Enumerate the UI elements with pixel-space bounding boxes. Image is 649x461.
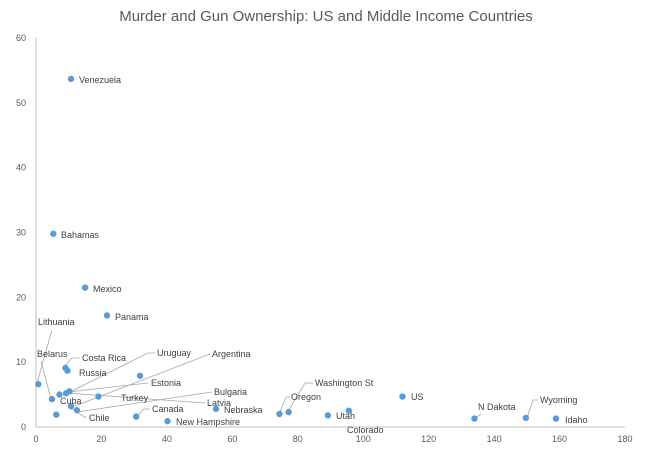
point-bulgaria [53, 411, 60, 418]
point-n-dakota [471, 415, 478, 422]
label-lithuania: Lithuania [38, 317, 75, 327]
y-tick-label: 60 [16, 33, 26, 43]
leader-line-uruguay [67, 352, 155, 394]
leader-line-washington-st [286, 382, 313, 414]
point-idaho [552, 415, 560, 422]
label-mexico: Mexico [93, 284, 122, 294]
leader-line-wyoming [526, 399, 538, 419]
label-nebraska: Nebraska [224, 405, 263, 415]
leader-line-costa-rica [63, 357, 80, 368]
x-tick-label: 60 [227, 434, 237, 444]
label-utah: Utah [336, 411, 355, 421]
leader-line-chile [70, 407, 87, 419]
point-utah [324, 412, 332, 419]
point-nebraska [212, 405, 220, 413]
label-estonia: Estonia [151, 378, 181, 388]
point-cuba [56, 391, 63, 398]
leader-line-bulgaria [76, 391, 213, 413]
label-idaho: Idaho [565, 415, 588, 425]
label-bahamas: Bahamas [61, 230, 100, 240]
label-turkey: Turkey [121, 393, 149, 403]
y-tick-label: 20 [16, 292, 26, 302]
point-turkey [95, 393, 102, 400]
point-uruguay [136, 372, 144, 379]
point-chile [67, 403, 75, 410]
point-lithuania [35, 381, 42, 388]
point-oregon [276, 410, 283, 418]
label-venezuela: Venezuela [79, 75, 121, 85]
label-costa-rica: Costa Rica [82, 353, 126, 363]
point-canada [132, 413, 140, 420]
leader-lines [36, 329, 538, 420]
leader-line-lithuania [36, 329, 53, 384]
point-washington-st [285, 408, 292, 416]
leader-line-oregon [278, 396, 290, 415]
leader-line-canada [135, 408, 150, 418]
point-wyoming [522, 414, 530, 422]
point-estonia [62, 390, 70, 397]
y-tick-label: 40 [16, 163, 26, 173]
x-tick-label: 180 [617, 434, 632, 444]
x-tick-label: 140 [487, 434, 502, 444]
label-us: US [411, 392, 424, 402]
chart-title: Murder and Gun Ownership: US and Middle … [119, 8, 533, 25]
y-axis-ticks: 0 10 20 30 40 50 60 [16, 33, 26, 432]
label-argentina: Argentina [212, 349, 251, 359]
leader-line-latvia [66, 392, 206, 404]
data-points [35, 75, 560, 425]
label-washington-st: Washington St [315, 378, 374, 388]
y-tick-label: 10 [16, 357, 26, 367]
point-belarus [48, 395, 56, 403]
label-belarus: Belarus [37, 349, 68, 359]
label-russia: Russia [79, 368, 107, 378]
label-oregon: Oregon [291, 392, 321, 402]
x-tick-label: 20 [96, 434, 106, 444]
point-us [399, 393, 406, 400]
x-tick-label: 100 [356, 434, 371, 444]
point-latvia [73, 406, 81, 414]
point-labels: Venezuela Bahamas Mexico Panama Lithuania Bel… [37, 75, 588, 435]
x-tick-label: 0 [33, 434, 38, 444]
y-tick-label: 50 [16, 98, 26, 108]
label-latvia: Latvia [207, 398, 231, 408]
label-chile: Chile [89, 413, 110, 423]
label-cuba: Cuba [60, 396, 82, 406]
label-bulgaria: Bulgaria [214, 387, 247, 397]
point-panama [103, 312, 111, 319]
point-venezuela [67, 75, 75, 83]
point-mexico [81, 284, 89, 291]
point-bahamas [50, 230, 57, 237]
x-tick-label: 80 [293, 434, 303, 444]
y-tick-label: 30 [16, 228, 26, 238]
label-colorado: Colorado [347, 425, 384, 435]
point-new-hampshire [164, 417, 171, 425]
x-tick-label: 120 [421, 434, 436, 444]
point-colorado [345, 407, 353, 414]
x-tick-label: 40 [162, 434, 172, 444]
x-tick-label: 160 [552, 434, 567, 444]
x-axis-ticks: 0 20 40 60 80 100 120 140 160 180 [33, 434, 632, 444]
label-panama: Panama [115, 312, 149, 322]
label-new-hampshire: New Hampshire [176, 417, 240, 427]
point-russia [64, 367, 71, 374]
leader-line-belarus [40, 360, 52, 400]
label-canada: Canada [152, 404, 184, 414]
label-uruguay: Uruguay [157, 348, 192, 358]
leader-line-estonia [67, 382, 149, 393]
label-wyoming: Wyoming [540, 395, 577, 405]
y-tick-label: 0 [21, 422, 26, 432]
label-n-dakota: N Dakota [478, 402, 516, 412]
